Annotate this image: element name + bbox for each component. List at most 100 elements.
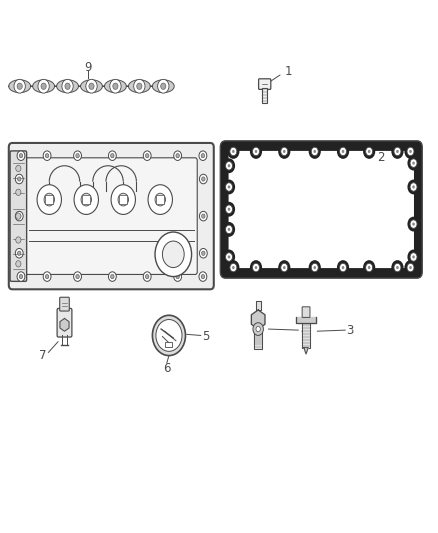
Circle shape: [253, 322, 263, 335]
Circle shape: [155, 193, 166, 206]
Circle shape: [281, 263, 288, 272]
Circle shape: [18, 177, 21, 181]
Circle shape: [232, 150, 235, 153]
Circle shape: [337, 144, 349, 159]
Circle shape: [14, 79, 25, 93]
Circle shape: [118, 193, 128, 206]
Circle shape: [227, 260, 240, 275]
Circle shape: [81, 193, 92, 206]
Circle shape: [43, 272, 51, 281]
Circle shape: [109, 272, 116, 281]
Circle shape: [311, 147, 318, 156]
FancyBboxPatch shape: [9, 143, 214, 289]
Circle shape: [145, 274, 149, 279]
Circle shape: [46, 154, 49, 158]
Circle shape: [38, 79, 49, 93]
Text: 1: 1: [285, 65, 293, 78]
Polygon shape: [9, 80, 174, 93]
Circle shape: [410, 253, 417, 261]
Circle shape: [109, 151, 116, 160]
Circle shape: [16, 213, 21, 219]
FancyBboxPatch shape: [119, 195, 127, 204]
Circle shape: [412, 222, 415, 225]
Circle shape: [228, 208, 230, 211]
Circle shape: [412, 161, 415, 165]
Circle shape: [368, 266, 371, 269]
Circle shape: [223, 202, 235, 216]
Circle shape: [409, 150, 412, 153]
Circle shape: [396, 266, 399, 269]
Circle shape: [311, 263, 318, 272]
Circle shape: [391, 144, 403, 159]
Circle shape: [143, 272, 151, 281]
Circle shape: [201, 177, 205, 181]
Circle shape: [281, 147, 288, 156]
Circle shape: [111, 185, 135, 214]
Circle shape: [62, 79, 73, 93]
Circle shape: [199, 174, 207, 184]
Circle shape: [201, 251, 205, 255]
Circle shape: [339, 263, 346, 272]
Circle shape: [89, 83, 94, 90]
Circle shape: [111, 274, 114, 279]
Circle shape: [19, 274, 23, 279]
Circle shape: [363, 260, 375, 275]
Circle shape: [223, 249, 235, 264]
Circle shape: [176, 154, 180, 158]
Text: 2: 2: [377, 151, 385, 164]
Circle shape: [86, 79, 97, 93]
Circle shape: [137, 83, 142, 90]
Circle shape: [37, 185, 61, 214]
Circle shape: [314, 150, 316, 153]
Circle shape: [254, 266, 257, 269]
Circle shape: [111, 154, 114, 158]
Circle shape: [18, 214, 21, 218]
Circle shape: [391, 260, 403, 275]
FancyBboxPatch shape: [10, 151, 27, 281]
Bar: [262, 88, 267, 103]
Circle shape: [201, 214, 205, 218]
Circle shape: [65, 83, 70, 90]
Circle shape: [368, 150, 371, 153]
Circle shape: [46, 274, 49, 279]
Circle shape: [156, 319, 182, 351]
Circle shape: [407, 249, 420, 264]
Circle shape: [145, 154, 149, 158]
FancyBboxPatch shape: [229, 151, 414, 268]
Circle shape: [223, 158, 235, 173]
Circle shape: [17, 83, 22, 90]
Circle shape: [110, 79, 121, 93]
Circle shape: [16, 237, 21, 243]
Circle shape: [253, 147, 259, 156]
Circle shape: [278, 144, 290, 159]
Circle shape: [339, 147, 346, 156]
Circle shape: [394, 147, 401, 156]
FancyBboxPatch shape: [57, 309, 72, 337]
FancyBboxPatch shape: [25, 158, 197, 274]
Circle shape: [199, 272, 207, 281]
Circle shape: [15, 212, 23, 221]
Circle shape: [16, 189, 21, 196]
Polygon shape: [302, 323, 310, 348]
Circle shape: [176, 274, 180, 279]
Circle shape: [17, 151, 25, 160]
Circle shape: [404, 144, 417, 159]
Circle shape: [409, 266, 412, 269]
Circle shape: [407, 147, 414, 156]
Text: 9: 9: [85, 61, 92, 74]
Text: 4: 4: [300, 324, 307, 337]
Circle shape: [226, 183, 233, 191]
Circle shape: [17, 272, 25, 281]
Circle shape: [15, 174, 23, 184]
Circle shape: [410, 159, 417, 167]
Circle shape: [199, 212, 207, 221]
Circle shape: [278, 260, 290, 275]
Circle shape: [404, 260, 417, 275]
Text: 5: 5: [202, 330, 210, 343]
Circle shape: [44, 193, 54, 206]
Circle shape: [407, 156, 420, 171]
Circle shape: [309, 260, 321, 275]
Text: 7: 7: [39, 349, 46, 362]
Circle shape: [152, 316, 185, 356]
Circle shape: [254, 150, 257, 153]
